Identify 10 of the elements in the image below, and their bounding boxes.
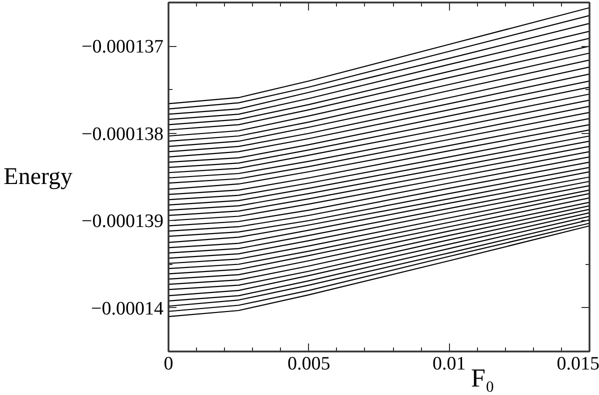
y-tick-label: −0.00014 — [91, 298, 164, 320]
x-tick-label: 0.005 — [287, 354, 330, 374]
y-tick-label: −0.000139 — [82, 211, 164, 232]
y-tick-label: −0.000138 — [82, 124, 164, 145]
x-tick-label: 0.01 — [432, 354, 466, 374]
y-tick-label: −0.000137 — [82, 36, 164, 58]
x-axis-title: F₀ — [470, 364, 495, 392]
x-tick-label: 0 — [164, 354, 174, 374]
x-tick-label: 0.015 — [556, 354, 599, 374]
y-axis-title: Energy — [4, 164, 73, 190]
